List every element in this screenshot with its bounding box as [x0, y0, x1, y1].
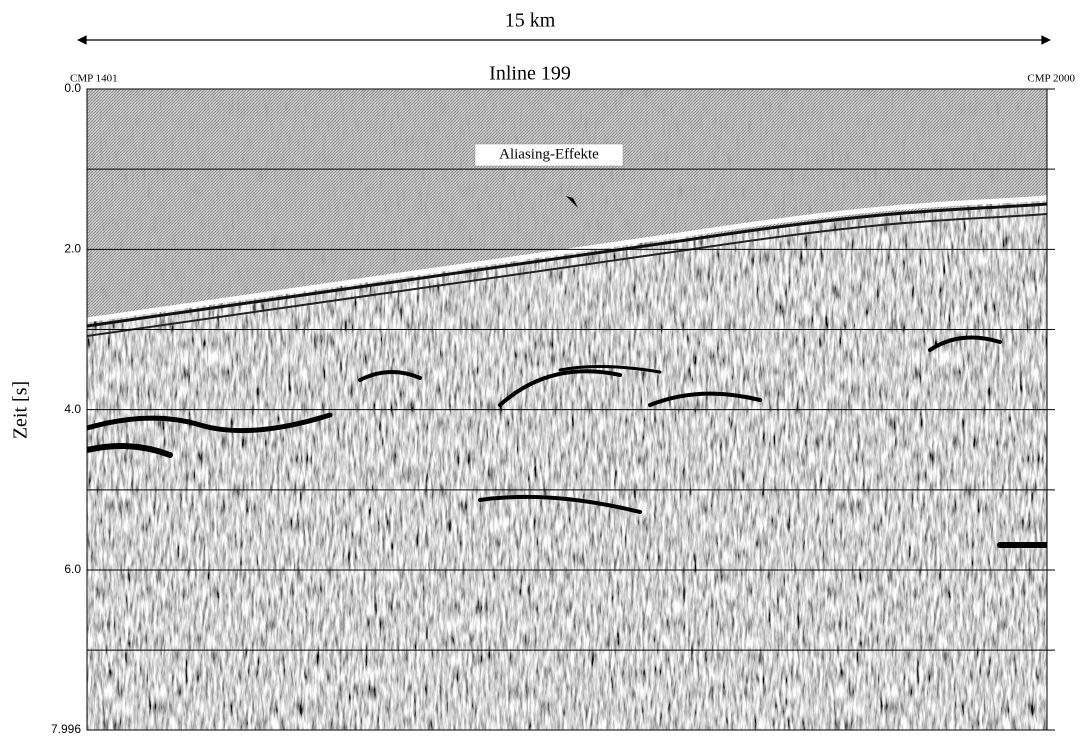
annotation: Aliasing-Effekte — [499, 146, 599, 162]
annotation-arrow — [566, 196, 578, 208]
y-tick-label: 7.996 — [51, 722, 81, 736]
y-tick-label: 4.0 — [64, 402, 81, 416]
y-tick-label: 6.0 — [64, 562, 81, 576]
right-label: CMP 2000 — [1027, 73, 1075, 85]
chart-title: Inline 199 — [489, 63, 571, 85]
scale-label: 15 km — [505, 10, 556, 32]
y-tick-label: 2.0 — [64, 242, 81, 256]
left-label: CMP 1401 — [70, 73, 118, 85]
annotation-box — [474, 143, 624, 167]
y-axis-label: Zeit [s] — [10, 381, 32, 439]
y-tick-label: 0.0 — [64, 81, 81, 95]
